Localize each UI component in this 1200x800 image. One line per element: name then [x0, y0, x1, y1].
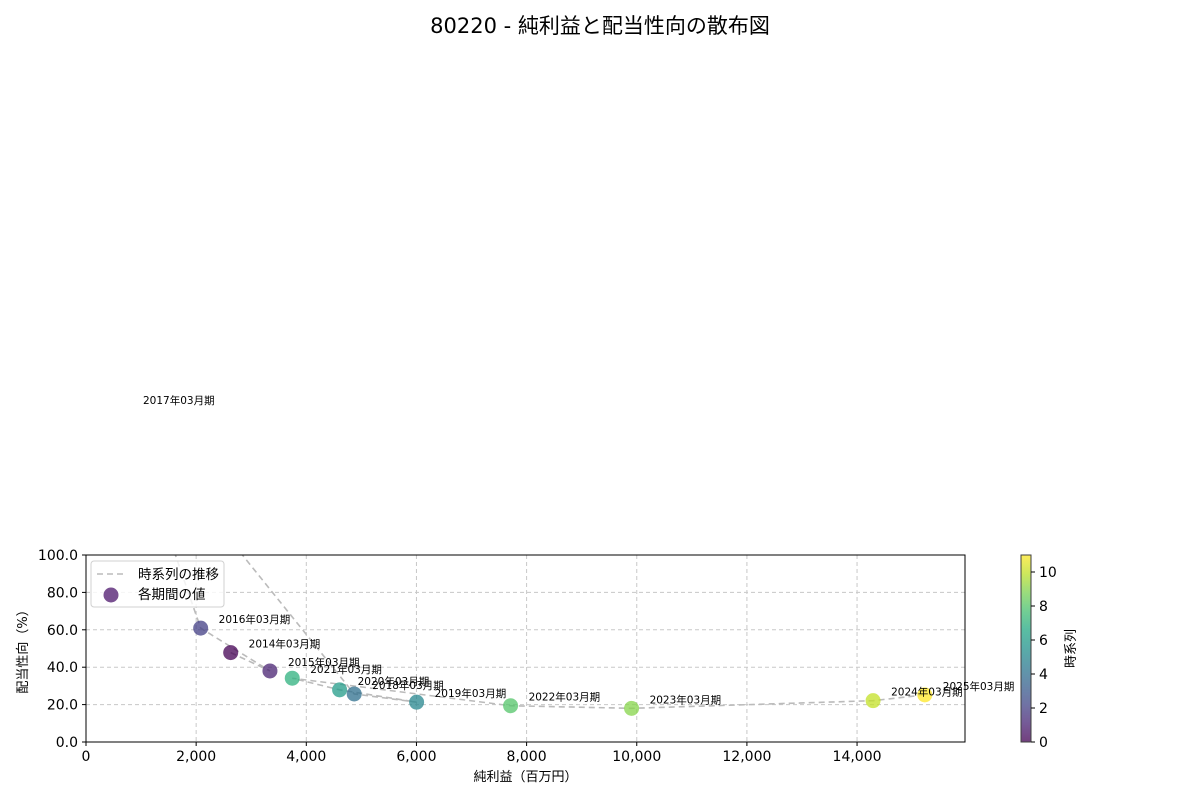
- x-tick-label: 6,000: [396, 749, 436, 765]
- trend-line: [174, 555, 925, 710]
- x-tick-label: 8,000: [507, 749, 547, 765]
- y-axis-label: 配当性向（%）: [15, 603, 31, 693]
- point-label: 2025年03月期: [943, 680, 1015, 693]
- colorbar-tick-label: 0: [1039, 735, 1048, 751]
- legend-box: [90, 560, 225, 608]
- point-label: 2023年03月期: [650, 693, 722, 706]
- point-label: 2014年03月期: [249, 638, 321, 651]
- data-point[interactable]: [332, 682, 348, 698]
- y-tick-label: 40.0: [47, 660, 78, 676]
- y-tick-label: 60.0: [47, 623, 78, 639]
- point-label: 2022年03月期: [529, 691, 601, 704]
- colorbar-label: 時系列: [1064, 629, 1079, 668]
- legend-label-values: 各期間の値: [138, 587, 206, 603]
- y-tick-label: 20.0: [47, 698, 78, 714]
- colorbar-tick-label: 8: [1039, 599, 1048, 615]
- x-tick-label: 0: [82, 749, 91, 765]
- y-tick-label: 0.0: [56, 735, 78, 751]
- y-tick-label: 80.0: [47, 585, 78, 601]
- point-label: 2016年03月期: [219, 613, 291, 626]
- data-point[interactable]: [917, 687, 933, 703]
- point-label: 2018年03月期: [372, 679, 444, 692]
- data-point[interactable]: [409, 694, 425, 710]
- data-point[interactable]: [117, 402, 132, 417]
- plot-frame: [85, 554, 966, 743]
- x-axis-label: 純利益（百万円）: [473, 770, 577, 785]
- legend-label-trend: 時系列の推移: [138, 567, 219, 583]
- point-label: 2017年03月期: [143, 394, 215, 407]
- data-point[interactable]: [624, 700, 640, 716]
- legend-marker-icon: [103, 587, 119, 603]
- x-tick-label: 10,000: [612, 749, 661, 765]
- data-point[interactable]: [262, 663, 278, 679]
- point-labels: 2014年03月期 2015年03月期 2016年03月期 2017年03月期 2018…: [143, 394, 1014, 706]
- point-label: 2020年03月期: [358, 675, 430, 688]
- data-point[interactable]: [503, 698, 519, 714]
- data-point[interactable]: [223, 645, 239, 661]
- x-tick-label: 2,000: [176, 749, 216, 765]
- data-points: [117, 402, 933, 716]
- point-label: 2024年03月期: [891, 686, 963, 699]
- colorbar-tick-label: 2: [1039, 701, 1048, 717]
- chart-title: 80220 - 純利益と配当性向の散布図: [430, 14, 770, 38]
- x-tick-label: 12,000: [722, 749, 771, 765]
- axes: 0 2,000 4,000 6,000 8,000 10,000 12,000 14,000 0…: [15, 548, 882, 785]
- colorbar-tick-label: 4: [1039, 667, 1048, 683]
- x-tick-label: 4,000: [286, 749, 326, 765]
- colorbar-tick-label: 6: [1039, 633, 1048, 649]
- colorbar-gradient: [1020, 554, 1032, 743]
- data-point[interactable]: [865, 693, 881, 709]
- y-tick-label: 100.0: [38, 548, 78, 564]
- point-label: 2021年03月期: [310, 663, 382, 676]
- x-tick-label: 14,000: [833, 749, 882, 765]
- colorbar-tick-label: 10: [1039, 565, 1057, 581]
- point-label: 2015年03月期: [288, 656, 360, 669]
- data-point[interactable]: [284, 670, 300, 686]
- colorbar: 0 2 4 6 8 10 時系列: [1020, 554, 1079, 751]
- point-label: 2019年03月期: [435, 687, 507, 700]
- data-point[interactable]: [193, 620, 209, 636]
- data-point[interactable]: [346, 686, 362, 702]
- timeseries-line: [174, 555, 925, 710]
